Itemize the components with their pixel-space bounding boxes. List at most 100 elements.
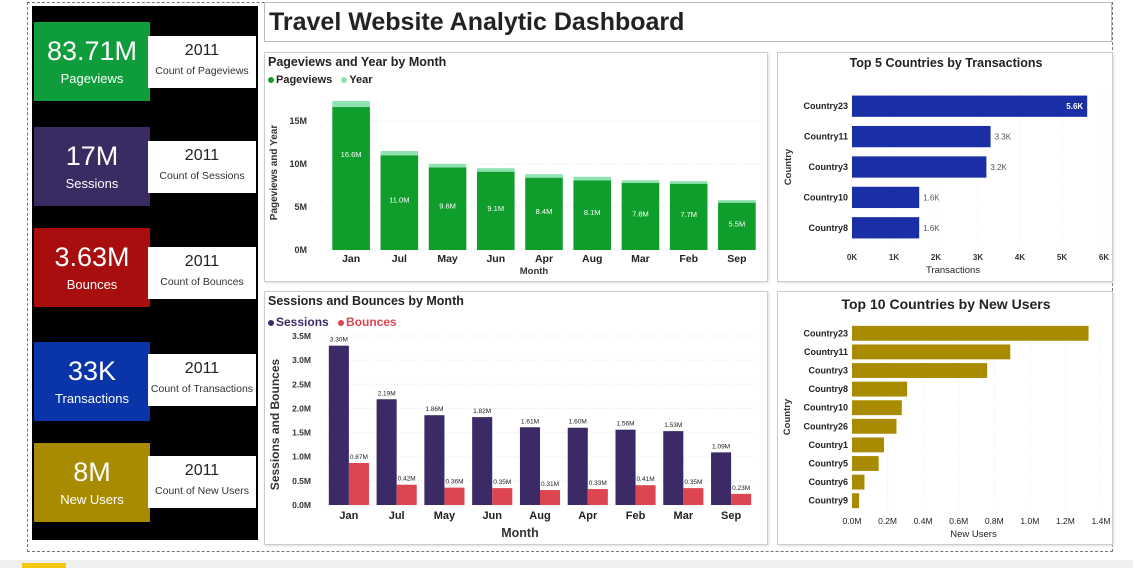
data-label: 9.6M <box>439 202 456 211</box>
bar-pageviews <box>669 183 708 250</box>
kpi-sessions-tile[interactable]: 17M Sessions <box>34 127 150 206</box>
x-tick-label: Jul <box>392 253 407 265</box>
legend-item-bounces[interactable]: Bounces <box>338 315 397 329</box>
bar-sessions <box>663 431 684 505</box>
legend-item-sessions[interactable]: Sessions <box>268 315 329 329</box>
data-label: 1.61M <box>521 418 539 425</box>
x-tick-label: Feb <box>626 510 646 522</box>
sessions-chart-title: Sessions and Bounces by Month <box>268 294 464 308</box>
y-tick-label: 3.0M <box>292 355 311 365</box>
kpi-bounces-year: 2011 <box>184 253 220 270</box>
x-tick-label: Aug <box>529 510 550 522</box>
bar-bounces <box>587 489 608 505</box>
legend-item-pageviews[interactable]: Pageviews <box>268 74 332 86</box>
bar-sessions <box>519 427 540 505</box>
kpi-transactions-tile[interactable]: 33K Transactions <box>34 342 150 421</box>
kpi-bounces-tile[interactable]: 3.63M Bounces <box>34 228 150 307</box>
bar-bounces <box>492 488 513 505</box>
kpi-bounces-card[interactable]: 2011 Count of Bounces <box>148 247 256 299</box>
x-tick-label: 0.4M <box>914 516 933 526</box>
x-tick-label: Jan <box>342 253 360 265</box>
x-tick-label: 1.0M <box>1020 516 1039 526</box>
bar-pageviews <box>525 177 563 250</box>
x-axis-title: Transactions <box>926 265 980 276</box>
bar-new-users <box>852 363 988 378</box>
y-tick-label: 1.5M <box>292 428 311 438</box>
bar-pageviews <box>476 171 515 250</box>
y-tick-label: 0M <box>294 245 307 255</box>
pageviews-chart-panel[interactable]: Pageviews and Year by Month Pageviews Ye… <box>264 52 768 282</box>
y-tick-label: 3.5M <box>292 331 311 341</box>
bar-sessions <box>376 399 397 505</box>
kpi-pageviews-value: 83.71M <box>46 36 138 66</box>
kpi-pageviews-year: 2011 <box>184 42 220 59</box>
sessions-chart-panel[interactable]: Sessions and Bounces by Month Sessions B… <box>264 291 768 545</box>
legend-item-year[interactable]: Year <box>341 74 373 86</box>
kpi-transactions-desc: Count of Transactions <box>150 383 254 395</box>
x-axis-title: Month <box>501 526 538 540</box>
kpi-transactions-card[interactable]: 2011 Count of Transactions <box>148 354 256 406</box>
new-users-chart-panel[interactable]: Top 10 Countries by New Users 0.0M 0.2M 0.… <box>777 291 1113 545</box>
bar-pageviews <box>428 167 467 250</box>
bar-sessions <box>711 452 732 505</box>
x-tick-label: Mar <box>631 253 650 265</box>
y-tick-label: Country8 <box>808 384 848 394</box>
transactions-chart-svg: 0K 1K 2K 3K 4K 5K 6K Transactions Country Country… <box>783 91 1109 276</box>
kpi-sessions-label: Sessions <box>65 176 119 191</box>
legend-label-year: Year <box>349 74 373 86</box>
kpi-new-users-tile[interactable]: 8M New Users <box>34 443 150 522</box>
data-label: 0.36M <box>445 479 463 486</box>
data-label: 3.3K <box>995 133 1012 142</box>
kpi-sessions-card[interactable]: 2011 Count of Sessions <box>148 141 256 193</box>
bar-sessions <box>472 417 493 505</box>
data-label: 7.7M <box>680 210 697 219</box>
y-tick-label: Country3 <box>808 162 848 172</box>
bar-pageviews <box>380 155 419 250</box>
y-axis-title: Pageviews and Year <box>269 125 280 221</box>
data-label: 1.6K <box>923 224 940 233</box>
y-tick-label: Country10 <box>803 192 848 202</box>
y-tick-label: Country8 <box>808 223 848 233</box>
legend-label-bounces: Bounces <box>346 315 397 329</box>
x-tick-label: Mar <box>674 510 694 522</box>
bar-sessions <box>328 345 349 505</box>
y-tick-label: 10M <box>289 159 307 169</box>
bar-new-users <box>852 400 902 416</box>
x-tick-label: May <box>437 253 458 265</box>
y-tick-label: Country11 <box>804 132 848 142</box>
x-tick-label: 0.2M <box>878 516 897 526</box>
kpi-new-users-year: 2011 <box>184 462 220 479</box>
kpi-bounces-value: 3.63M <box>54 242 130 272</box>
data-label: 7.8M <box>632 209 649 218</box>
data-label: 0.87M <box>350 454 368 461</box>
y-tick-label: 5M <box>294 202 307 212</box>
bar-new-users <box>852 493 860 509</box>
page-tab-active[interactable] <box>22 563 66 568</box>
x-tick-label: 6K <box>1099 253 1109 262</box>
transactions-chart-panel[interactable]: Top 5 Countries by Transactions 0K 1K 2K 3K… <box>777 52 1113 282</box>
bar-year <box>525 174 563 178</box>
y-tick-label: Country26 <box>803 421 848 431</box>
y-tick-label: 15M <box>289 116 307 126</box>
bar-year <box>573 176 612 181</box>
x-tick-label: 3K <box>973 253 983 262</box>
y-tick-label: Country9 <box>808 496 848 506</box>
data-label: 8.1M <box>584 208 601 217</box>
bar-transactions <box>852 156 987 178</box>
y-tick-label: Country1 <box>808 440 848 450</box>
bar-new-users <box>852 325 1089 341</box>
kpi-new-users-card[interactable]: 2011 Count of New Users <box>148 456 256 508</box>
bar-year <box>380 150 419 156</box>
bar-pageviews <box>621 182 660 250</box>
x-tick-label: Apr <box>535 253 553 265</box>
x-tick-label: Sep <box>727 253 746 265</box>
kpi-transactions-label: Transactions <box>55 391 129 406</box>
x-tick-label: Aug <box>582 253 602 265</box>
x-tick-label: Jul <box>389 510 405 522</box>
data-label: 8.4M <box>536 207 553 216</box>
data-label: 1.82M <box>473 408 491 415</box>
kpi-pageviews-card[interactable]: 2011 Count of Pageviews <box>148 36 256 88</box>
kpi-pageviews-tile[interactable]: 83.71M Pageviews <box>34 22 150 101</box>
bar-transactions <box>852 125 991 148</box>
kpi-new-users-label: New Users <box>60 492 124 507</box>
